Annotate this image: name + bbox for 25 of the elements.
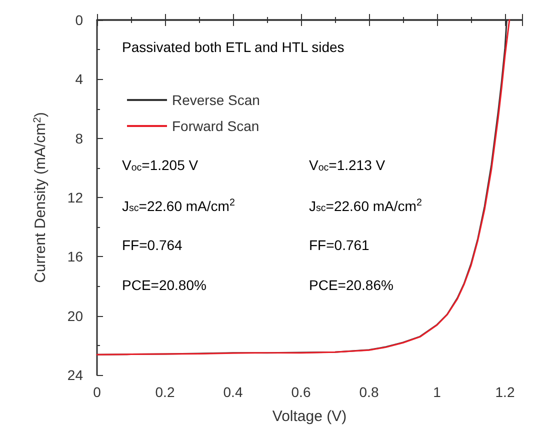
x-tick-label: 1.2 (495, 384, 515, 400)
y-tick-label: 16 (67, 248, 84, 265)
annotation: FF=0.764 (122, 237, 183, 253)
legend-label: Reverse Scan (172, 92, 260, 108)
annotation: PCE=20.86% (309, 277, 394, 293)
x-tick-label: 0.4 (223, 384, 243, 400)
annotation: Passivated both ETL and HTL sides (122, 39, 344, 55)
y-tick-label: 20 (67, 308, 84, 324)
x-axis-title: Voltage (V) (272, 408, 347, 425)
y-tick-label: 4 (75, 71, 84, 88)
annotation: Voc=1.205 V (122, 157, 199, 174)
annotation: FF=0.761 (309, 237, 370, 253)
x-tick-label: 0.6 (291, 384, 311, 400)
x-tick-label: 0.8 (359, 384, 379, 400)
y-tick-label: 8 (75, 130, 84, 146)
y-tick-label: 12 (67, 190, 84, 206)
y-tick-label: 0 (75, 12, 84, 28)
x-tick-label: 1 (433, 384, 442, 400)
y-axis-title: Current Density (mA/cm2) (32, 112, 49, 283)
annotation: Voc=1.213 V (309, 157, 386, 174)
annotation: PCE=20.80% (122, 277, 206, 293)
x-tick-label: 0.2 (155, 384, 175, 400)
legend-label: Forward Scan (172, 118, 260, 134)
x-tick-label: 0 (93, 384, 102, 400)
y-tick-label: 24 (67, 367, 84, 383)
